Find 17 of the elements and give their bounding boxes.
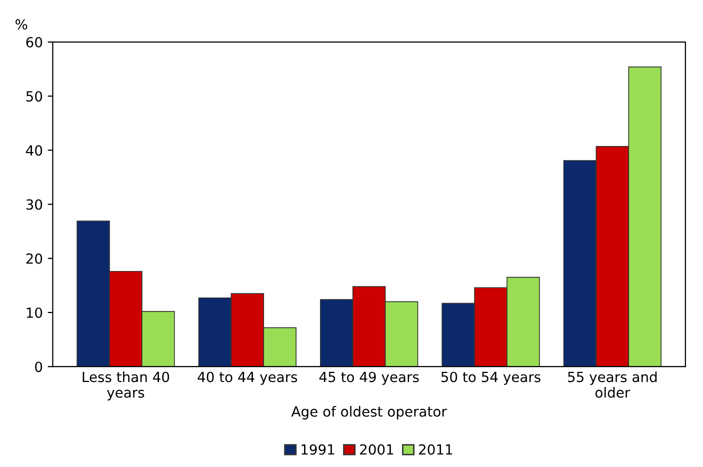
y-tick-label: 60 bbox=[26, 37, 42, 48]
legend-label: 1991 bbox=[302, 444, 334, 455]
x-tick-label: 50 to 54 years bbox=[441, 372, 540, 385]
y-tick-label: 10 bbox=[26, 307, 42, 318]
legend-label: 2011 bbox=[419, 444, 452, 455]
y-tick-label: 40 bbox=[26, 145, 42, 156]
x-tick-label: 45 to 49 years bbox=[319, 372, 419, 385]
y-axis-title: % bbox=[16, 19, 28, 30]
x-tick-label: Less than 40 years bbox=[82, 371, 170, 400]
x-axis-title: Age of oldest operator bbox=[291, 406, 447, 420]
x-tick-label: 40 to 44 years bbox=[198, 372, 298, 385]
y-tick-label: 30 bbox=[26, 199, 42, 210]
y-tick-label: 20 bbox=[26, 253, 42, 264]
y-tick-label: 50 bbox=[26, 91, 42, 102]
x-tick-label: 55 years and older bbox=[568, 371, 657, 398]
y-tick-label: 0 bbox=[35, 362, 42, 372]
legend-label: 2001 bbox=[360, 444, 394, 455]
